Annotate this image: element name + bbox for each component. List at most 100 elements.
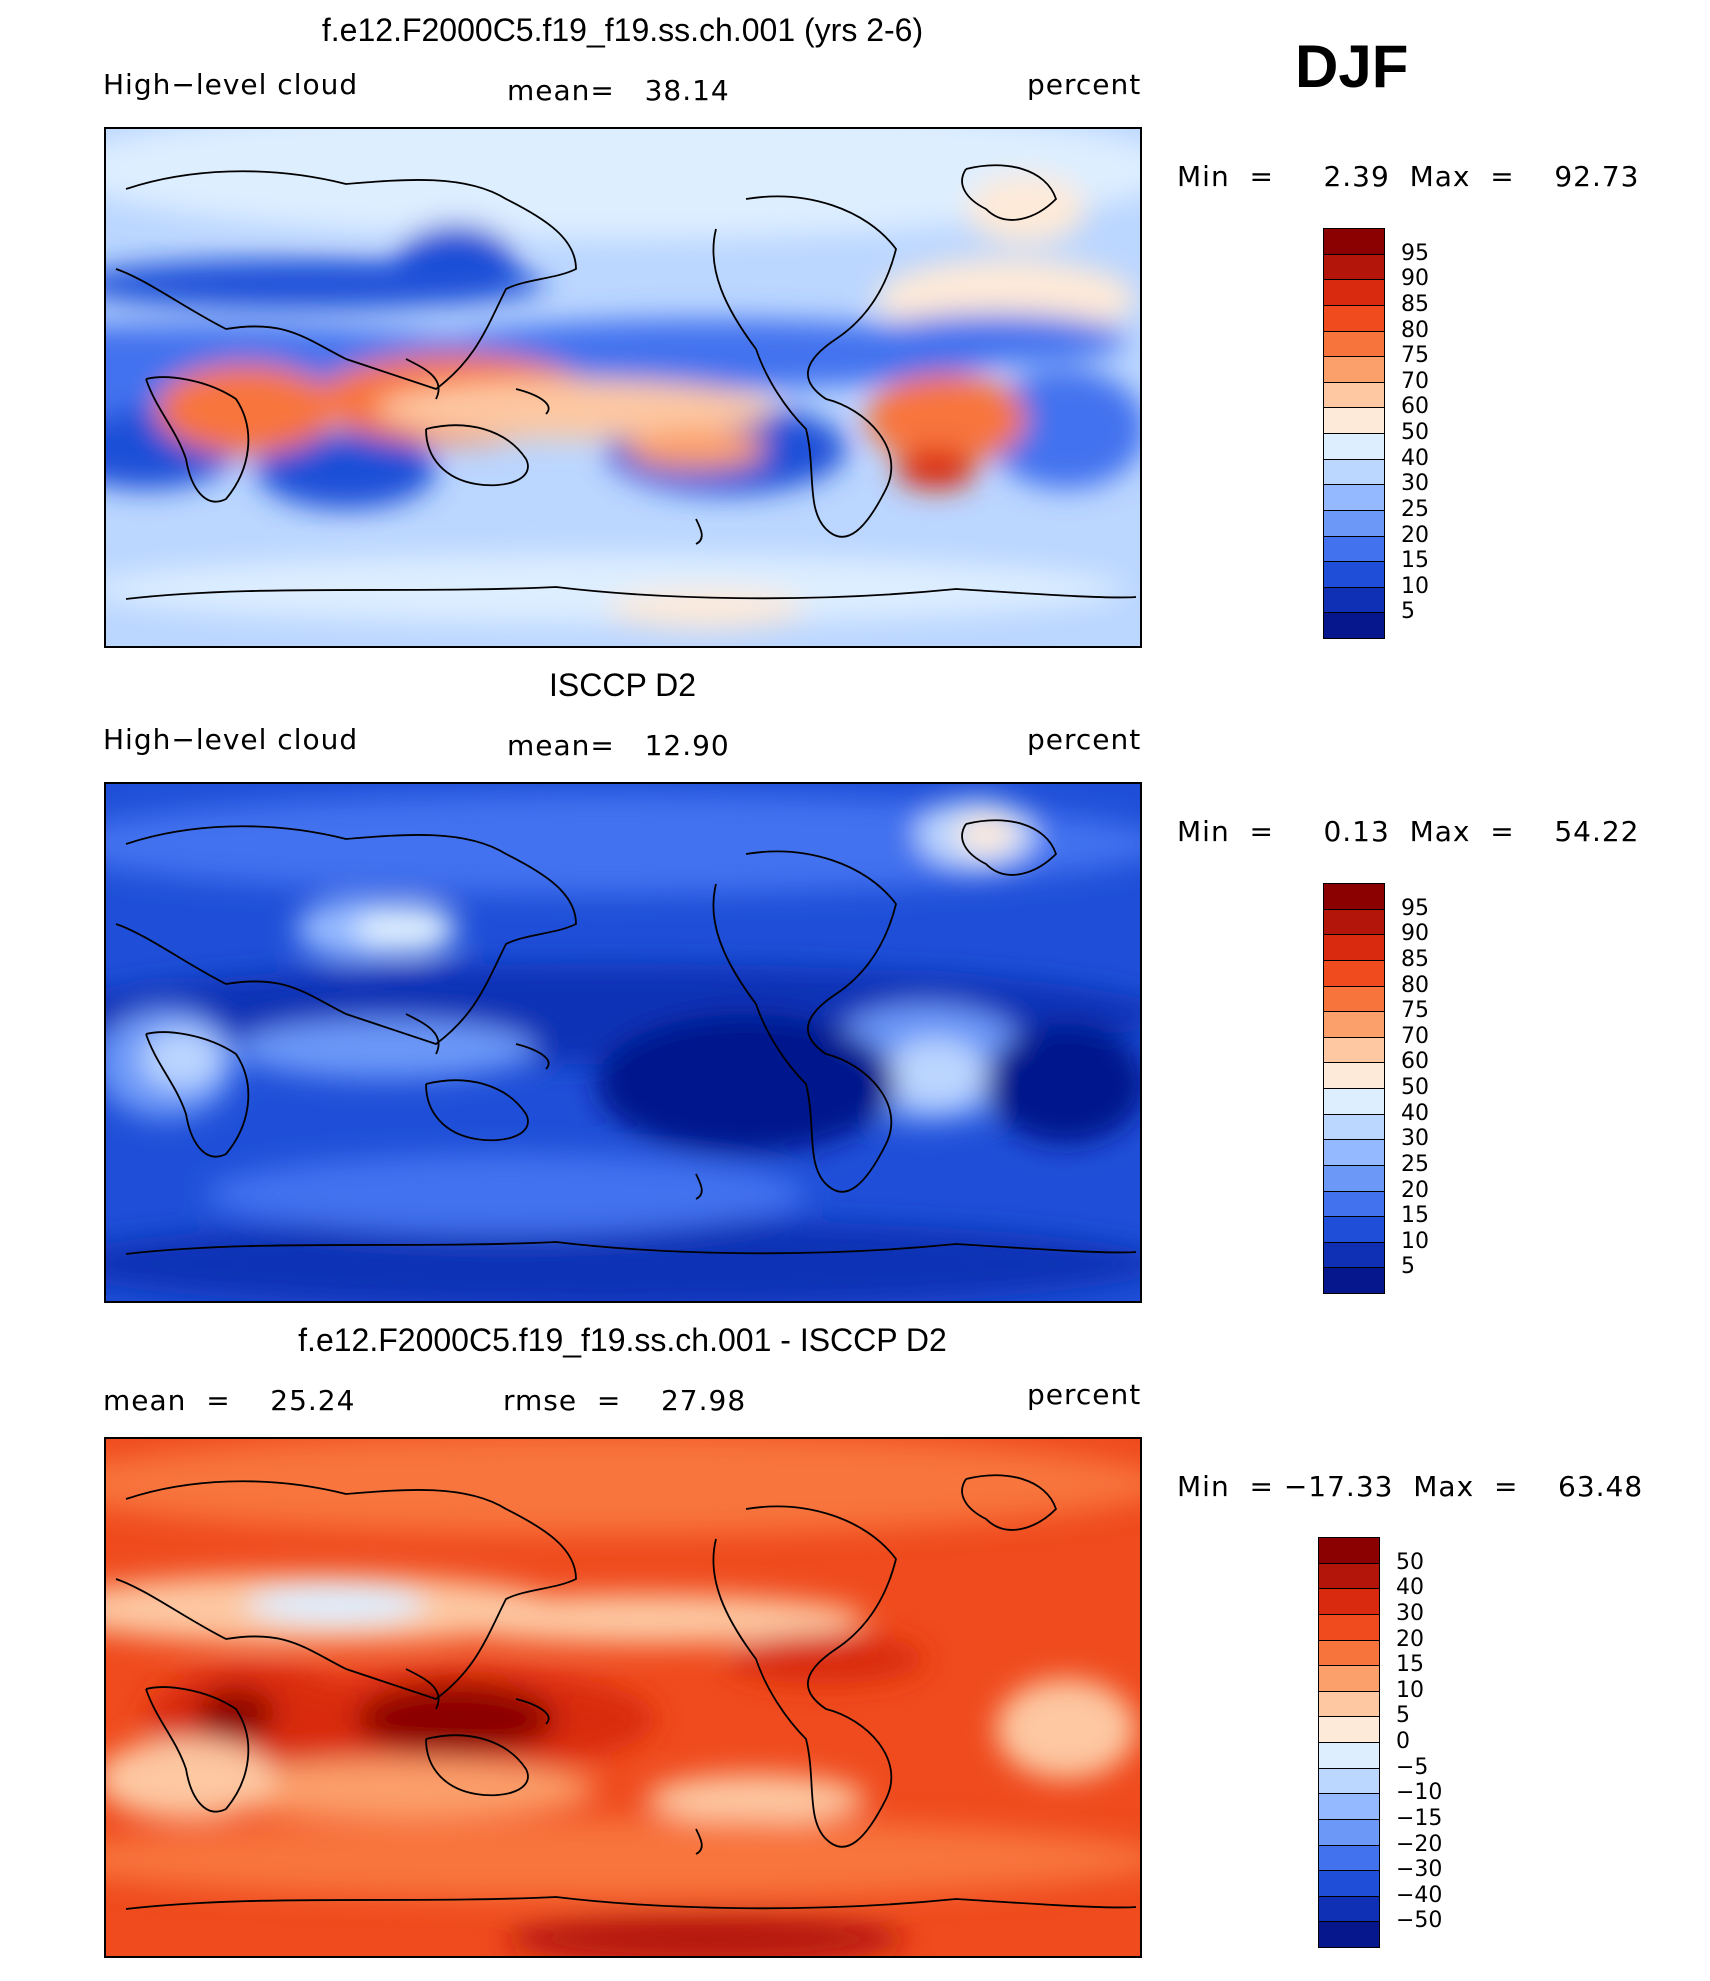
colorbar-tick-label: 50: [1401, 1075, 1429, 1100]
coastlines: [115, 164, 1137, 600]
colorbar-box: [1323, 586, 1385, 614]
colorbar-tick-label: 85: [1401, 946, 1429, 972]
colorbar-tick-label: 70: [1401, 1023, 1429, 1049]
contour-region: [886, 1039, 986, 1109]
colorbar-tick-label: −20: [1396, 1831, 1443, 1857]
colorbar-tick-label: 5: [1401, 1254, 1415, 1280]
contour-region: [966, 174, 1086, 244]
colorbar-tick-label: 20: [1401, 522, 1429, 548]
contour-region: [396, 224, 516, 304]
colorbar-box: [1318, 1767, 1380, 1795]
colorbar-tick-label: 60: [1401, 1049, 1429, 1075]
colorbar-box: [1323, 1011, 1385, 1038]
colorbar-tick-label: 50: [1401, 420, 1429, 445]
colorbar-box: [1323, 1190, 1385, 1218]
colorbar-box: [1323, 304, 1385, 332]
map-diff: [104, 1437, 1142, 1958]
colorbar-box: [1318, 1613, 1380, 1641]
colorbar-box: [1323, 535, 1385, 563]
colorbar-tick-label: 25: [1401, 1151, 1429, 1177]
colorbar-tick-label: 95: [1401, 240, 1429, 266]
colorbar-tick-label: 5: [1396, 1703, 1410, 1729]
colorbar-box: [1323, 934, 1385, 961]
colorbar-tick-label: 10: [1396, 1677, 1424, 1703]
panel-mean-obs: mean= 12.90: [507, 729, 730, 762]
colorbar-box: [1323, 330, 1385, 358]
colorbar-tick-label: −50: [1396, 1908, 1443, 1934]
colorbar-tick-label: 20: [1396, 1626, 1424, 1652]
colorbar-box: [1318, 1844, 1380, 1872]
contour-region: [141, 1029, 221, 1089]
colorbar-box: [1318, 1665, 1380, 1692]
coastline: [712, 850, 897, 1193]
colorbar-box: [1323, 959, 1385, 987]
colorbar-tick-label: 30: [1401, 1126, 1429, 1152]
contour-region: [196, 1759, 596, 1819]
colorbar-box: [1318, 1818, 1380, 1846]
contour-region: [896, 449, 976, 489]
contour-region: [596, 1014, 896, 1154]
panel-mean-diff: mean = 25.24: [103, 1384, 356, 1417]
contour-region: [986, 1024, 1140, 1144]
colorbar-tick-label: −10: [1396, 1780, 1443, 1806]
colorbar-tick-label: −5: [1396, 1754, 1429, 1780]
contour-region: [256, 429, 436, 509]
colorbar-diff: 50 40 30 20 15 10 5 0 −5 −10 −15 −20 −30 −40 −50: [1318, 1537, 1442, 1948]
coastline: [712, 195, 897, 538]
coastline: [425, 1734, 529, 1797]
colorbar-box: [1323, 458, 1385, 486]
colorbar-box: [1318, 1588, 1380, 1615]
colorbar-tick-label: 10: [1401, 573, 1429, 599]
colorbar-box: [1323, 1062, 1385, 1089]
colorbar-box: [1323, 1267, 1385, 1294]
map-svg-model: [106, 129, 1140, 646]
coastline: [115, 170, 577, 391]
colorbar-tick-label: 15: [1396, 1652, 1424, 1678]
colorbar-tick-label: 90: [1401, 921, 1429, 947]
contour-region: [376, 379, 776, 439]
map-svg-obs: [106, 784, 1140, 1301]
colorbar-box: [1323, 908, 1385, 936]
colorbar-box: [1323, 253, 1385, 281]
colorbar-tick-label: 90: [1401, 266, 1429, 292]
panel-mean-model: mean= 38.14: [507, 74, 730, 107]
colorbar-box: [1323, 407, 1385, 434]
colorbar-tick-label: 15: [1401, 1203, 1429, 1229]
minmax-diff: Min = −17.33 Max = 63.48: [1177, 1470, 1644, 1503]
colorbar-box: [1318, 1690, 1380, 1718]
colorbar-box: [1323, 1216, 1385, 1243]
coastline: [405, 358, 703, 545]
contour-region: [106, 1219, 1140, 1301]
colorbar-box: [1323, 883, 1385, 910]
colorbar-tick-label: −40: [1396, 1882, 1443, 1908]
contour-region: [106, 1439, 1140, 1534]
panel-units-diff: percent: [1027, 1378, 1142, 1411]
contour-region: [356, 1684, 556, 1754]
colorbar-tick-label: 30: [1396, 1600, 1424, 1626]
colorbar-tick-label: 30: [1401, 471, 1429, 497]
contour-region: [196, 1689, 276, 1739]
coastline: [425, 1079, 529, 1142]
contour-region: [106, 129, 1140, 239]
colorbar-model: 95 90 85 80 75 70 60 50 40 30 25 20 15 10 5: [1323, 228, 1429, 639]
colorbar-box: [1318, 1639, 1380, 1667]
contour-region: [866, 374, 1026, 464]
colorbar-box: [1323, 1164, 1385, 1192]
panel-title-obs: ISCCP D2: [548, 667, 696, 703]
map-model: [104, 127, 1142, 648]
panel-left-label-obs: High−level cloud: [103, 723, 359, 756]
colorbar-box: [1318, 1793, 1380, 1820]
colorbar-tick-label: 70: [1401, 368, 1429, 394]
colorbar-obs: 95 90 85 80 75 70 60 50 40 30 25 20 15 10 5: [1323, 883, 1429, 1294]
colorbar-tick-label: 60: [1401, 394, 1429, 420]
coastline: [125, 1241, 1137, 1255]
colorbar-tick-label: 40: [1401, 1100, 1429, 1126]
coastline: [145, 376, 250, 503]
colorbar-tick-label: 75: [1401, 343, 1429, 369]
contour-region: [646, 1774, 866, 1824]
coastline: [961, 164, 1058, 221]
colorbar-tick-label: 50: [1396, 1549, 1424, 1575]
colorbar-tick-label: 0: [1396, 1729, 1410, 1754]
coastline: [125, 1896, 1137, 1910]
contour-region: [996, 1679, 1136, 1779]
